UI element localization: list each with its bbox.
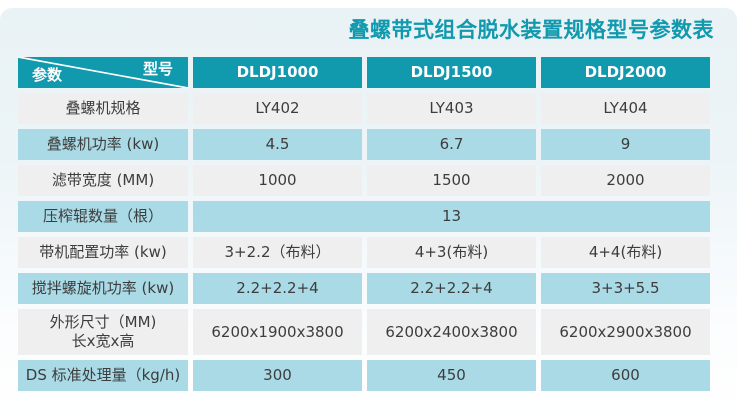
row-label-line1: 叠螺机功率 (kw) — [46, 135, 160, 154]
cell-value-merged: 13 — [193, 201, 710, 232]
cell-value: 3+3+5.5 — [541, 273, 710, 304]
cell-value: 600 — [541, 360, 710, 391]
column-header: DLDJ2000 — [541, 57, 710, 88]
cell-value: 2000 — [541, 165, 710, 196]
cell-value: 6200x1900x3800 — [193, 309, 362, 355]
row-label: 带机配置功率 (kw) — [18, 237, 188, 268]
row-label-line1: 压榨辊数量（根） — [42, 207, 163, 226]
row-label: DS 标准处理量（kg/h) — [18, 360, 188, 391]
row-label: 搅拌螺旋机功率 (kw) — [18, 273, 188, 304]
table-row: 搅拌螺旋机功率 (kw) 2.2+2.2+4 2.2+2.2+4 3+3+5.5 — [18, 273, 710, 304]
row-label: 滤带宽度 (MM) — [18, 165, 188, 196]
cell-value: 450 — [367, 360, 536, 391]
row-label: 叠螺机规格 — [18, 93, 188, 124]
row-label-line1: 叠螺机规格 — [65, 99, 141, 118]
corner-cell: 参数 型号 — [18, 57, 188, 88]
corner-param-label: 参数 — [32, 66, 63, 85]
spec-table: 参数 型号 DLDJ1000 DLDJ1500 DLDJ2000 叠螺机规格 LY402 LY… — [18, 57, 710, 391]
table-row: 压榨辊数量（根） 13 — [18, 201, 710, 232]
table-row: 带机配置功率 (kw) 3+2.2（布料） 4+3(布料) 4+4(布料) — [18, 237, 710, 268]
table-header-row: 参数 型号 DLDJ1000 DLDJ1500 DLDJ2000 — [18, 57, 710, 88]
row-label-line1: DS 标准处理量（kg/h) — [25, 366, 181, 385]
cell-value: 4+3(布料) — [367, 237, 536, 268]
cell-value: 4.5 — [193, 129, 362, 160]
row-label-line1: 外形尺寸（MM) — [49, 313, 157, 332]
cell-value: LY402 — [193, 93, 362, 124]
cell-value: LY404 — [541, 93, 710, 124]
cell-value: LY403 — [367, 93, 536, 124]
corner-model-label: 型号 — [142, 60, 173, 78]
cell-value: 6200x2900x3800 — [541, 309, 710, 355]
table-row: DS 标准处理量（kg/h) 300 450 600 — [18, 360, 710, 391]
diagonal-divider — [18, 57, 188, 88]
cell-value: 6.7 — [367, 129, 536, 160]
cell-value: 6200x2400x3800 — [367, 309, 536, 355]
row-label: 叠螺机功率 (kw) — [18, 129, 188, 160]
cell-value: 2.2+2.2+4 — [193, 273, 362, 304]
cell-value: 3+2.2（布料） — [193, 237, 362, 268]
column-header: DLDJ1500 — [367, 57, 536, 88]
page-title: 叠螺带式组合脱水装置规格型号参数表 — [348, 18, 714, 42]
row-label-line2: 长x宽x高 — [71, 332, 135, 350]
cell-value: 2.2+2.2+4 — [367, 273, 536, 304]
row-label: 外形尺寸（MM) 长x宽x高 — [18, 309, 188, 355]
cell-value: 1000 — [193, 165, 362, 196]
row-label-line1: 滤带宽度 (MM) — [51, 171, 155, 190]
row-label-line1: 带机配置功率 (kw) — [39, 243, 167, 262]
cell-value: 9 — [541, 129, 710, 160]
cell-value: 300 — [193, 360, 362, 391]
table-row: 外形尺寸（MM) 长x宽x高 6200x1900x3800 6200x2400x380… — [18, 309, 710, 355]
cell-value: 1500 — [367, 165, 536, 196]
row-label: 压榨辊数量（根） — [18, 201, 188, 232]
row-label-line1: 搅拌螺旋机功率 (kw) — [31, 279, 175, 298]
table-row: 滤带宽度 (MM) 1000 1500 2000 — [18, 165, 710, 196]
column-header: DLDJ1000 — [193, 57, 362, 88]
table-row: 叠螺机功率 (kw) 4.5 6.7 9 — [18, 129, 710, 160]
table-row: 叠螺机规格 LY402 LY403 LY404 — [18, 93, 710, 124]
cell-value: 4+4(布料) — [541, 237, 710, 268]
